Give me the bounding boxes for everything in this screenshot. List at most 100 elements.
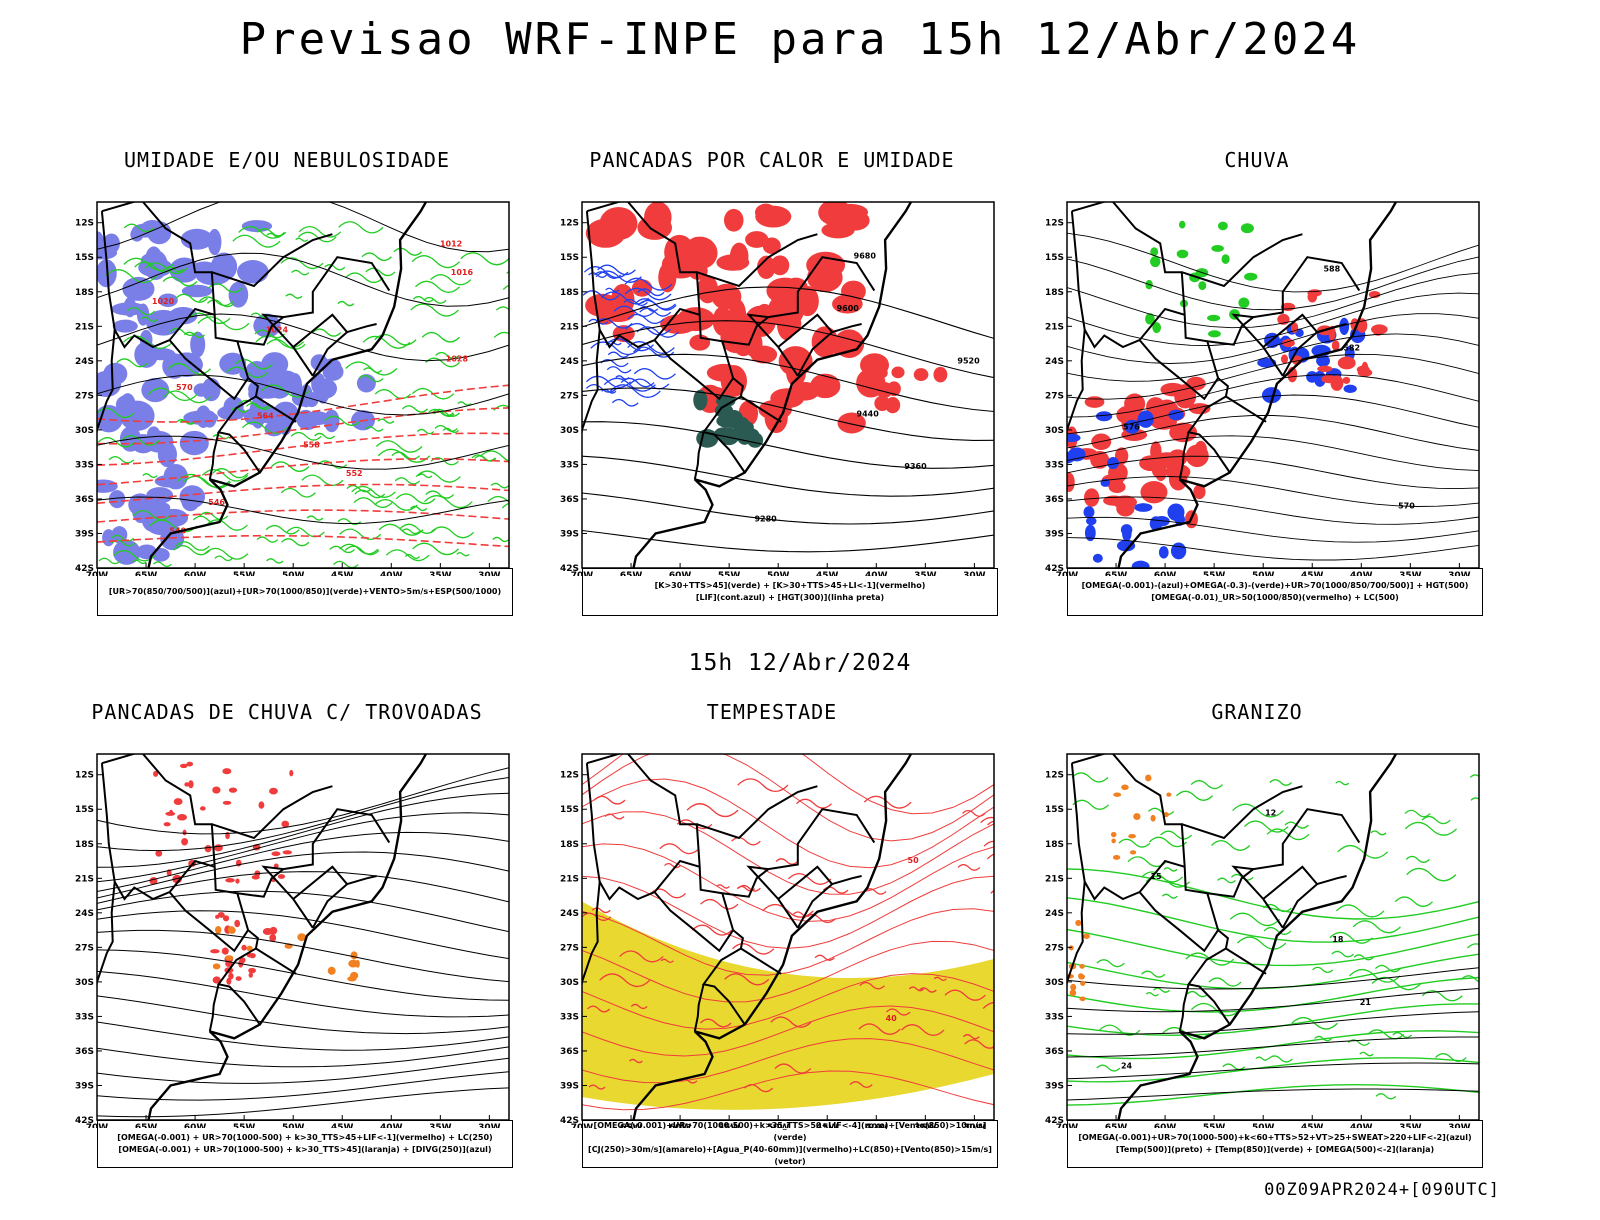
humidity-green-contour [116, 358, 149, 368]
humidity-green-contour [337, 518, 362, 526]
streamline [97, 1071, 509, 1101]
country-border [261, 256, 391, 348]
humidity-green-contour [412, 542, 460, 556]
lat-tick-label: 33S [75, 460, 94, 470]
humidity-blue-area [223, 396, 244, 417]
convection-red-area [756, 255, 776, 280]
temp850-green-contour [1229, 912, 1281, 927]
lc850-contour [582, 843, 994, 922]
lat-tick-label: 18S [1045, 840, 1064, 850]
omega-orange-area [1070, 983, 1077, 991]
humidity-green-contour [374, 333, 417, 346]
lif-blue-contour [639, 307, 672, 317]
omega-orange-area [1078, 974, 1085, 980]
thunder-red-area [269, 933, 277, 942]
lat-tick-label: 21S [560, 322, 579, 332]
temp850-green-contour [1222, 1063, 1246, 1071]
pressure-contour [97, 496, 509, 525]
country-border [740, 395, 782, 423]
country-border [1181, 785, 1303, 840]
height-contour [1067, 256, 1479, 311]
lat-tick-label: 42S [75, 1116, 94, 1126]
lat-tick-label: 21S [75, 322, 94, 332]
legend-line: [OMEGA(-0.001)-(azul)+OMEGA(-0.3)-(verde… [1081, 581, 1469, 590]
rain-blue-area [1306, 371, 1318, 383]
lon-tick-label: 60W [1154, 1123, 1177, 1128]
contour-label: 9280 [754, 515, 777, 524]
country-border [211, 785, 333, 840]
precip-water-contour [962, 1034, 980, 1040]
thickness-contour [97, 407, 509, 445]
lat-tick-label: 18S [75, 288, 94, 298]
humidity-green-contour [175, 293, 208, 303]
temp850-green-contour [1469, 774, 1479, 778]
precip-water-contour [699, 1018, 732, 1028]
temp850-green-contour [1263, 926, 1292, 935]
lat-tick-label: 12S [1045, 771, 1064, 781]
precip-water-contour [944, 989, 986, 1001]
country-border [1138, 891, 1219, 953]
convection-red-area [837, 412, 866, 434]
streamline [97, 1046, 509, 1068]
lon-tick-label: 55W [1203, 571, 1226, 576]
rain-blue-area [1124, 419, 1140, 434]
contour-label: 1020 [152, 297, 175, 306]
thunder-red-area [212, 976, 221, 984]
temp850-green-contour [1255, 1056, 1269, 1061]
lon-tick-label: 55W [233, 1123, 256, 1128]
humidity-blue-area [97, 246, 118, 260]
country-border [831, 875, 862, 886]
rain-blue-area [1339, 317, 1350, 336]
rain-red-area [1307, 291, 1318, 303]
thunder-orange-area [246, 945, 253, 952]
lon-tick-label: 55W [1203, 1123, 1226, 1128]
thunder-orange-area [215, 926, 222, 934]
convection-red-area [755, 205, 792, 228]
convection-red-area [745, 231, 769, 248]
convection-red-area [784, 277, 808, 297]
temp850-green-contour [1394, 896, 1433, 907]
humidity-green-contour [212, 434, 230, 440]
precip-water-contour [664, 862, 681, 869]
thunder-orange-area [355, 959, 360, 968]
humidity-blue-area [207, 228, 222, 256]
lif-blue-contour [607, 351, 630, 358]
height-contour [582, 320, 994, 379]
lat-tick-label: 42S [75, 564, 94, 574]
thunder-red-area [258, 801, 265, 809]
rain-blue-area [1158, 546, 1169, 559]
humidity-green-contour [346, 484, 372, 493]
rain-red-area [1342, 376, 1351, 384]
lif-blue-contour [606, 366, 632, 374]
humidity-blue-area [316, 378, 330, 404]
precip-water-contour [619, 950, 664, 963]
contour-label: 1016 [451, 268, 474, 277]
humidity-green-contour [266, 232, 283, 238]
panel-title: UMIDADE E/OU NEBULOSIDADE [123, 148, 451, 172]
country-border [1316, 875, 1347, 886]
panel-granizo: GRANIZO 12 15 18 21 24 12S 15S 18S 21S 24S 27S 30S 3… [1027, 700, 1487, 1220]
precip-water-contour [792, 911, 812, 918]
temp850-green-contour [1161, 893, 1178, 899]
country-border [1070, 211, 1185, 349]
humidity-green-contour [164, 266, 184, 273]
precip-water-contour [863, 795, 912, 809]
thunder-red-area [210, 949, 220, 954]
temp850-green-contour [1374, 964, 1402, 973]
pressure-contour [97, 252, 509, 307]
humidity-blue-area [253, 313, 281, 338]
lon-tick-label: 45W [816, 571, 839, 576]
rain-red-area [1337, 356, 1356, 370]
panel-title: TEMPESTADE [706, 700, 838, 724]
temp850-green-contour [1118, 838, 1151, 848]
humidity-green-contour [378, 523, 424, 536]
lon-tick-label: 35W [1399, 571, 1422, 576]
country-border [1262, 865, 1319, 929]
lif-blue-contour [594, 271, 622, 279]
lat-tick-label: 27S [560, 391, 579, 401]
thunder-red-area [179, 763, 188, 769]
lat-tick-label: 24S [560, 909, 579, 919]
thunder-red-area [225, 878, 235, 883]
temp500-contour [1067, 1088, 1479, 1101]
omega-orange-area [1121, 784, 1129, 790]
